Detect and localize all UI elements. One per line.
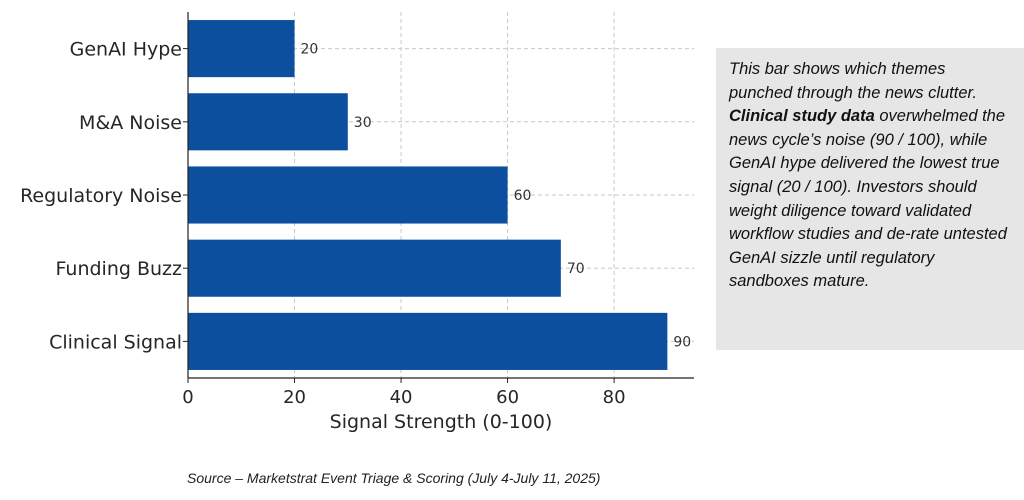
category-label: Regulatory Noise bbox=[20, 185, 182, 207]
data-label: 20 bbox=[301, 42, 319, 58]
labels: 20 GenAI Hype 30 M&A Noise 60 Regulatory Nois… bbox=[20, 39, 691, 408]
bar bbox=[188, 312, 668, 370]
axes bbox=[183, 12, 694, 383]
data-label: 90 bbox=[673, 334, 691, 350]
x-tick-label: 20 bbox=[283, 387, 306, 408]
bar bbox=[188, 93, 348, 151]
annotation-bold: Clinical study data bbox=[729, 107, 875, 126]
bar bbox=[188, 239, 561, 297]
annotation-rest: overwhelmed the news cycle’s noise (90 /… bbox=[729, 107, 1007, 291]
data-label: 70 bbox=[567, 261, 585, 277]
x-tick-label: 60 bbox=[496, 387, 519, 408]
data-label: 60 bbox=[514, 188, 532, 204]
x-tick-label: 40 bbox=[390, 387, 413, 408]
category-label: GenAI Hype bbox=[70, 39, 182, 61]
bar bbox=[188, 166, 508, 224]
category-label: M&A Noise bbox=[79, 112, 182, 134]
category-label: Clinical Signal bbox=[49, 331, 182, 353]
annotation-box: This bar shows which themes punched thro… bbox=[716, 48, 1024, 350]
x-axis-title: Signal Strength (0-100) bbox=[330, 411, 553, 433]
source-note: Source – Marketstrat Event Triage & Scor… bbox=[187, 470, 601, 486]
x-tick-label: 80 bbox=[603, 387, 626, 408]
category-label: Funding Buzz bbox=[56, 258, 183, 280]
bar bbox=[188, 20, 295, 78]
annotation-lead: This bar shows which themes punched thro… bbox=[729, 60, 977, 102]
bars bbox=[188, 20, 668, 370]
x-tick-label: 0 bbox=[182, 387, 193, 408]
bar-chart: 20 GenAI Hype 30 M&A Noise 60 Regulatory Nois… bbox=[20, 12, 694, 433]
data-label: 30 bbox=[354, 115, 372, 131]
